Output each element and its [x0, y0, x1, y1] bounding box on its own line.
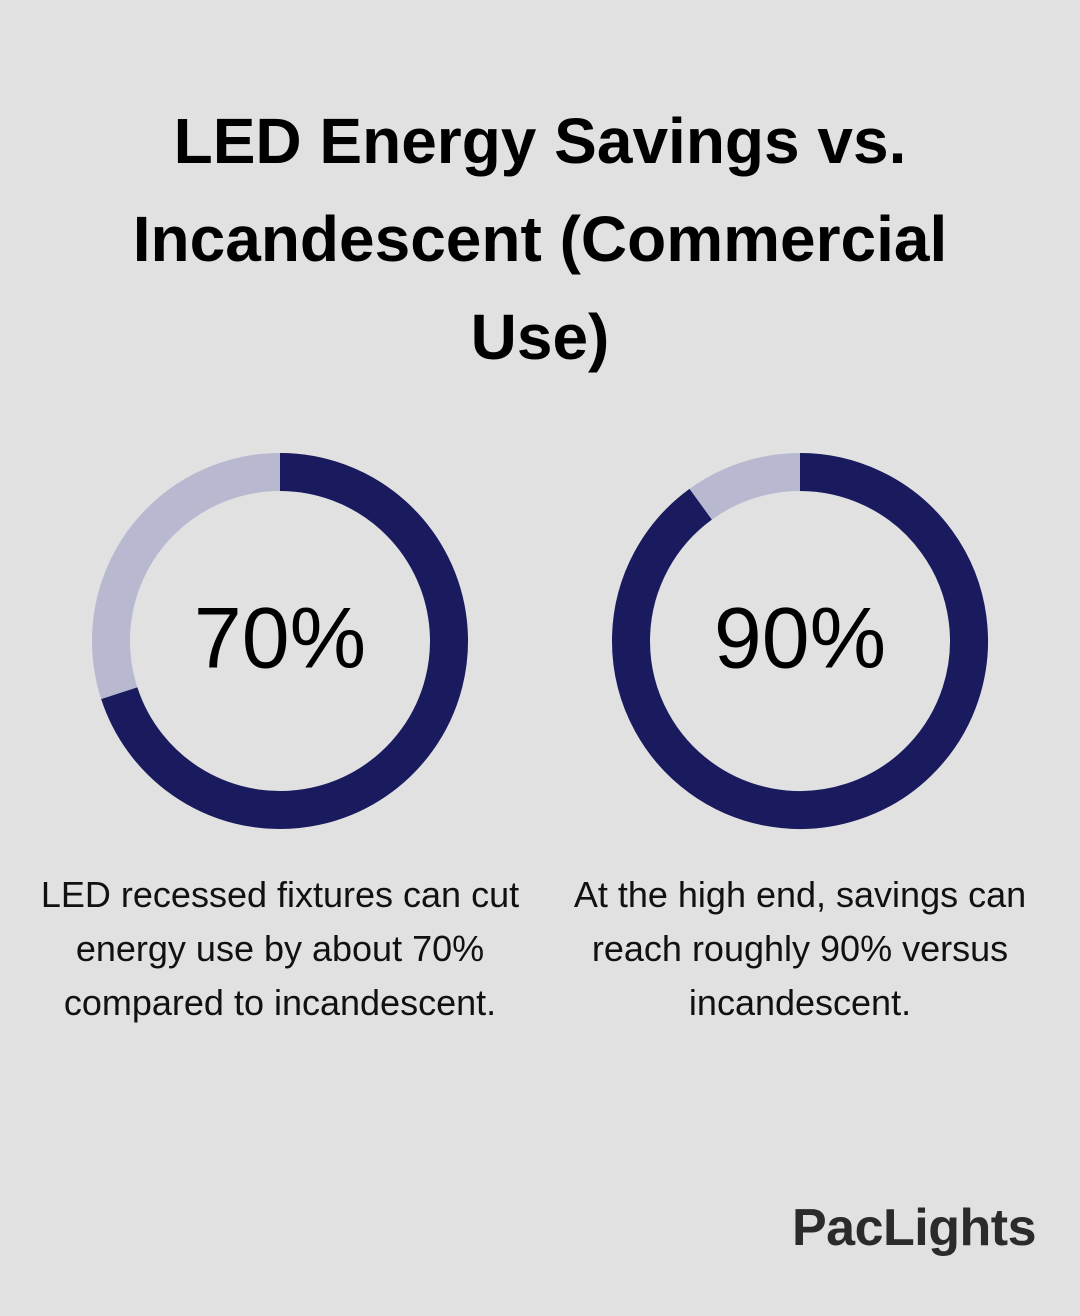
donut-arc — [612, 453, 988, 829]
caption: At the high end, savings can reach rough… — [573, 874, 1027, 1023]
caption: LED recessed fixtures can cut energy use… — [40, 874, 520, 1023]
center-label: 90% — [714, 591, 886, 687]
donut-arc — [101, 453, 468, 829]
charts: 70% 90% — [92, 453, 988, 829]
title: LED Energy Savings vs. Incandescent (Com… — [132, 105, 948, 373]
center-label: 70% — [194, 591, 366, 687]
brand-logo: PacLights — [792, 1199, 1037, 1257]
